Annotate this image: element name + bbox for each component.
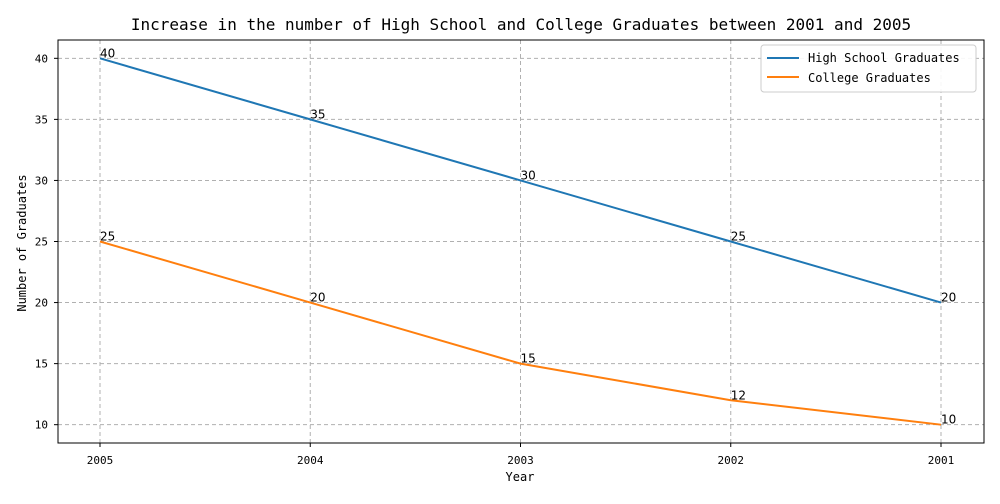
- data-label: 25: [731, 230, 746, 244]
- y-tick-label: 25: [35, 236, 48, 249]
- data-label: 12: [731, 388, 746, 402]
- plot-frame: [57, 39, 985, 444]
- x-tick-label: 2005: [87, 454, 114, 467]
- series-lines: [99, 57, 942, 426]
- x-tick-label: 2004: [297, 454, 324, 467]
- y-tick-label: 20: [35, 297, 48, 310]
- series-line-1: [99, 240, 942, 426]
- x-tick-label: 2002: [718, 454, 745, 467]
- data-label: 20: [310, 291, 325, 305]
- legend: High School Graduates College Graduates: [760, 44, 977, 93]
- y-tick-label: 10: [35, 419, 48, 432]
- y-tick-label: 30: [35, 174, 48, 187]
- legend-label-high-school: High School Graduates: [808, 51, 960, 65]
- data-labels: 40 35 30 25 20 25 20 15 12 10: [100, 46, 956, 426]
- data-label: 30: [521, 168, 536, 182]
- data-label: 10: [941, 413, 956, 427]
- series-line-0: [99, 57, 942, 304]
- x-tick-label: 2001: [928, 454, 955, 467]
- x-tick-label: 2003: [507, 454, 534, 467]
- data-label: 15: [521, 352, 536, 366]
- data-label: 35: [310, 107, 325, 121]
- legend-box: [760, 44, 977, 93]
- data-label: 40: [100, 46, 115, 60]
- y-axis-label: Number of Graduates: [15, 174, 29, 311]
- x-axis-label: Year: [506, 470, 535, 484]
- data-label: 25: [100, 230, 115, 244]
- grid: [58, 40, 984, 443]
- chart-title: Increase in the number of High School an…: [131, 15, 911, 34]
- data-label: 20: [941, 291, 956, 305]
- y-tick-label: 35: [35, 113, 48, 126]
- y-tick-label: 40: [35, 52, 48, 65]
- y-tick-label: 15: [35, 358, 48, 371]
- legend-label-college: College Graduates: [808, 71, 931, 85]
- axis-ticks: 2005 2004 2003 2002 2001 10 15 20 25 30 35 40: [35, 52, 955, 467]
